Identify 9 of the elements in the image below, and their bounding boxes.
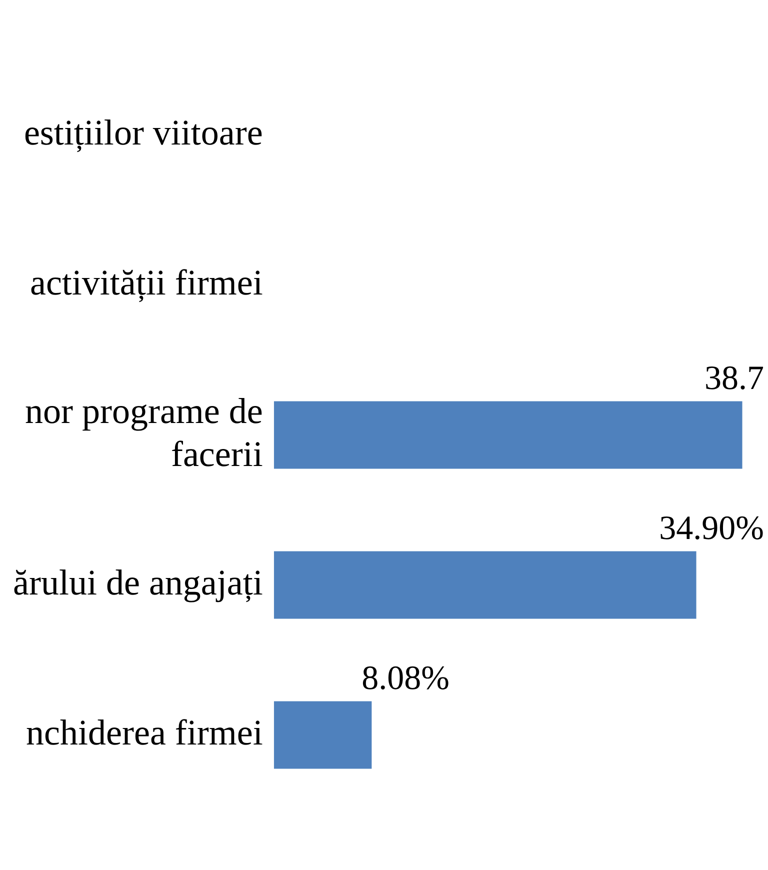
y-tick-label: estițiilor viitoare [24,112,263,152]
y-tick-label: nchiderea firmei [26,712,263,752]
data-label: 38.7 [704,360,764,398]
category-label: facerii [170,434,263,474]
data-label: 34.90% [659,510,764,548]
category-label: nor programe de [24,390,263,431]
data-label: 8.08% [362,660,450,698]
y-tick-label: ărului de angajați [13,562,263,602]
y-tick-label: activității firmei [30,262,263,302]
